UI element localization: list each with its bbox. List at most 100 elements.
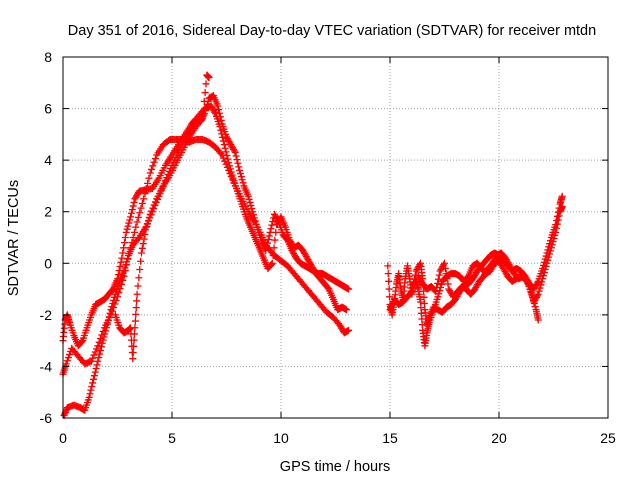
data-point	[130, 336, 138, 344]
data-point	[122, 261, 130, 269]
data-point	[232, 152, 240, 160]
axis-ticks	[62, 56, 609, 419]
data-point	[268, 221, 276, 229]
data-point	[221, 144, 229, 152]
x-tick-label: 0	[59, 430, 67, 446]
data-point	[226, 162, 234, 170]
data-point	[128, 206, 136, 214]
data-point	[139, 240, 147, 248]
data-point	[237, 173, 245, 181]
x-axis-label: GPS time / hours	[280, 459, 390, 475]
data-point	[89, 379, 97, 387]
data-point	[98, 339, 106, 347]
data-point	[129, 234, 137, 241]
data-point	[149, 204, 157, 212]
plot-frame	[62, 56, 609, 419]
data-point	[554, 208, 562, 216]
tick-labels: 0 5 10 15 20 25 -6 -4 -2 0 2 4 6 8	[40, 49, 616, 446]
data-point	[252, 220, 260, 228]
data-point	[265, 232, 273, 240]
data-point	[435, 271, 443, 279]
data-point	[129, 202, 137, 210]
data-point	[543, 249, 551, 257]
data-point	[151, 155, 159, 163]
data-point	[220, 141, 228, 149]
data-point	[216, 109, 224, 117]
data-point	[134, 235, 142, 243]
data-point	[531, 303, 539, 311]
series-track-g	[414, 249, 542, 324]
data-point	[409, 284, 417, 292]
data-point	[95, 338, 103, 346]
data-point	[138, 244, 146, 252]
data-point	[342, 306, 350, 314]
data-point	[130, 342, 138, 350]
data-point	[270, 244, 278, 252]
data-point	[269, 218, 277, 226]
data-point	[217, 126, 225, 134]
data-point	[205, 74, 213, 82]
data-point	[384, 262, 392, 270]
x-tick-label: 15	[382, 430, 398, 446]
data-point	[131, 324, 139, 332]
data-point	[262, 246, 270, 254]
data-point	[140, 235, 148, 243]
data-point	[540, 258, 548, 266]
data-point	[121, 264, 129, 272]
data-point	[109, 300, 117, 308]
data-point	[137, 257, 145, 265]
data-point	[148, 165, 156, 173]
data-point	[410, 279, 418, 287]
data-point	[226, 165, 234, 173]
data-point	[125, 219, 133, 227]
data-point	[119, 249, 127, 257]
data-point	[411, 271, 419, 279]
data-point	[535, 287, 543, 295]
data-point	[106, 309, 114, 317]
data-point	[245, 195, 253, 203]
data-point	[116, 262, 124, 270]
data-point	[223, 152, 231, 160]
data-point	[118, 254, 126, 262]
data-point	[133, 218, 141, 226]
y-tick-label: 0	[44, 255, 52, 271]
data-point	[236, 170, 244, 178]
y-tick-label: -6	[40, 410, 53, 426]
data-point	[441, 259, 448, 267]
data-point	[238, 176, 246, 184]
data-point	[96, 350, 104, 358]
data-point	[442, 270, 450, 278]
data-point	[143, 223, 151, 231]
data-point	[416, 261, 424, 269]
data-point	[247, 202, 255, 210]
data-point	[522, 276, 530, 284]
data-point	[441, 264, 449, 272]
data-point	[248, 205, 256, 213]
data-point	[432, 288, 440, 296]
data-point	[141, 230, 149, 238]
y-tick-label: 8	[44, 49, 52, 65]
data-point	[553, 212, 561, 220]
data-point	[230, 147, 238, 155]
data-point	[137, 249, 145, 257]
data-point	[108, 303, 116, 311]
data-point	[135, 274, 143, 282]
data-point	[110, 293, 118, 301]
data-point	[386, 293, 394, 301]
data-point	[211, 108, 219, 116]
data-point	[267, 225, 275, 233]
data-point	[539, 264, 547, 272]
data-point	[93, 361, 101, 369]
data-point	[263, 239, 271, 247]
data-point	[345, 326, 353, 334]
data-point	[86, 390, 94, 398]
data-point	[110, 296, 118, 304]
data-point	[385, 285, 393, 293]
data-point	[149, 162, 157, 170]
data-point	[92, 364, 100, 372]
data-point	[408, 288, 416, 296]
data-point	[61, 410, 69, 418]
data-point	[420, 293, 428, 301]
data-point	[105, 313, 113, 321]
